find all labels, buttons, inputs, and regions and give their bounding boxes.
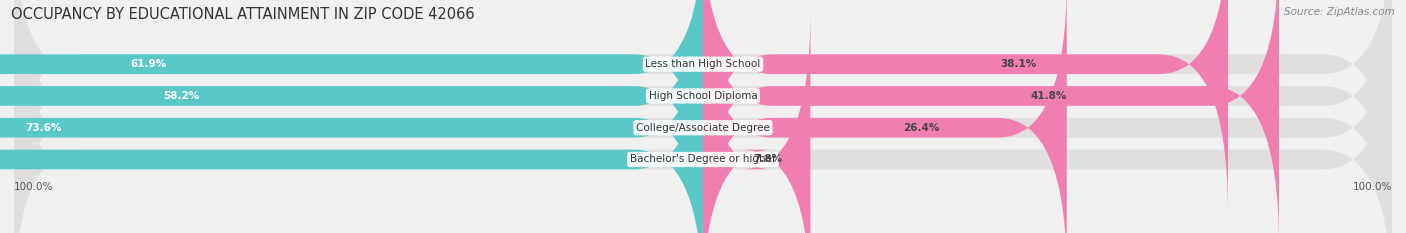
FancyBboxPatch shape bbox=[703, 0, 1227, 213]
Text: 58.2%: 58.2% bbox=[163, 91, 200, 101]
Text: High School Diploma: High School Diploma bbox=[648, 91, 758, 101]
FancyBboxPatch shape bbox=[0, 0, 703, 213]
Text: 26.4%: 26.4% bbox=[903, 123, 939, 133]
Text: 73.6%: 73.6% bbox=[25, 123, 62, 133]
FancyBboxPatch shape bbox=[0, 0, 703, 233]
Text: 100.0%: 100.0% bbox=[1353, 182, 1392, 192]
Text: 7.8%: 7.8% bbox=[754, 154, 782, 164]
Text: 41.8%: 41.8% bbox=[1031, 91, 1067, 101]
Text: 38.1%: 38.1% bbox=[1000, 59, 1036, 69]
FancyBboxPatch shape bbox=[0, 10, 703, 233]
FancyBboxPatch shape bbox=[703, 10, 810, 233]
FancyBboxPatch shape bbox=[14, 0, 1392, 233]
FancyBboxPatch shape bbox=[14, 0, 1392, 213]
Text: Bachelor's Degree or higher: Bachelor's Degree or higher bbox=[630, 154, 776, 164]
Text: Source: ZipAtlas.com: Source: ZipAtlas.com bbox=[1284, 7, 1395, 17]
FancyBboxPatch shape bbox=[703, 0, 1067, 233]
FancyBboxPatch shape bbox=[0, 0, 703, 233]
Text: College/Associate Degree: College/Associate Degree bbox=[636, 123, 770, 133]
FancyBboxPatch shape bbox=[14, 10, 1392, 233]
FancyBboxPatch shape bbox=[703, 0, 1279, 233]
Text: 61.9%: 61.9% bbox=[131, 59, 167, 69]
Text: 100.0%: 100.0% bbox=[14, 182, 53, 192]
Text: OCCUPANCY BY EDUCATIONAL ATTAINMENT IN ZIP CODE 42066: OCCUPANCY BY EDUCATIONAL ATTAINMENT IN Z… bbox=[11, 7, 475, 22]
FancyBboxPatch shape bbox=[14, 0, 1392, 233]
Text: Less than High School: Less than High School bbox=[645, 59, 761, 69]
